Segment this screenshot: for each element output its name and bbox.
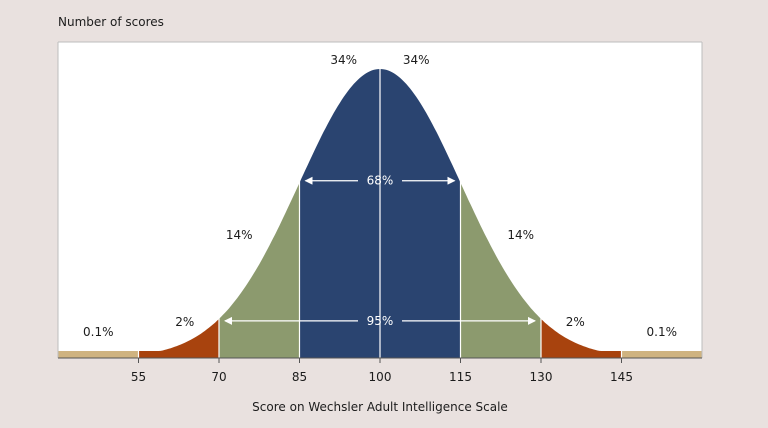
x-axis-label: Score on Wechsler Adult Intelligence Sca… xyxy=(252,400,508,414)
region-label-2: 14% xyxy=(226,228,253,242)
range-spans: 68% 95% xyxy=(224,174,536,328)
span-label-1: 95% xyxy=(367,314,394,328)
tick-label-3: 100 xyxy=(369,370,392,384)
region-label-1: 2% xyxy=(175,315,194,329)
tick-label-4: 115 xyxy=(449,370,472,384)
region-label-0: 0.1% xyxy=(83,325,114,339)
region-5 xyxy=(460,182,541,358)
region-7 xyxy=(621,351,702,358)
region-6 xyxy=(541,318,622,358)
distribution-regions xyxy=(58,69,702,358)
span-label-0: 68% xyxy=(367,174,394,188)
tick-label-6: 145 xyxy=(610,370,633,384)
grid-lines xyxy=(57,41,703,358)
y-axis-label: Number of scores xyxy=(58,15,164,29)
region-3 xyxy=(299,69,380,358)
region-1 xyxy=(138,318,219,358)
region-label-3: 34% xyxy=(330,53,357,67)
region-label-5: 14% xyxy=(507,228,534,242)
region-label-4: 34% xyxy=(403,53,430,67)
region-label-7: 0.1% xyxy=(647,325,678,339)
tick-label-0: 55 xyxy=(131,370,146,384)
tick-label-2: 85 xyxy=(292,370,307,384)
region-4 xyxy=(380,69,461,358)
region-label-6: 2% xyxy=(566,315,585,329)
tick-label-5: 130 xyxy=(530,370,553,384)
x-axis-ticks: 55 70 85 100 115 130 145 xyxy=(131,358,633,384)
region-percent-labels: 0.1% 2% 14% 34% 34% 14% 2% 0.1% xyxy=(83,53,677,339)
tick-label-1: 70 xyxy=(211,370,226,384)
region-2 xyxy=(219,182,300,358)
region-0 xyxy=(58,351,139,358)
